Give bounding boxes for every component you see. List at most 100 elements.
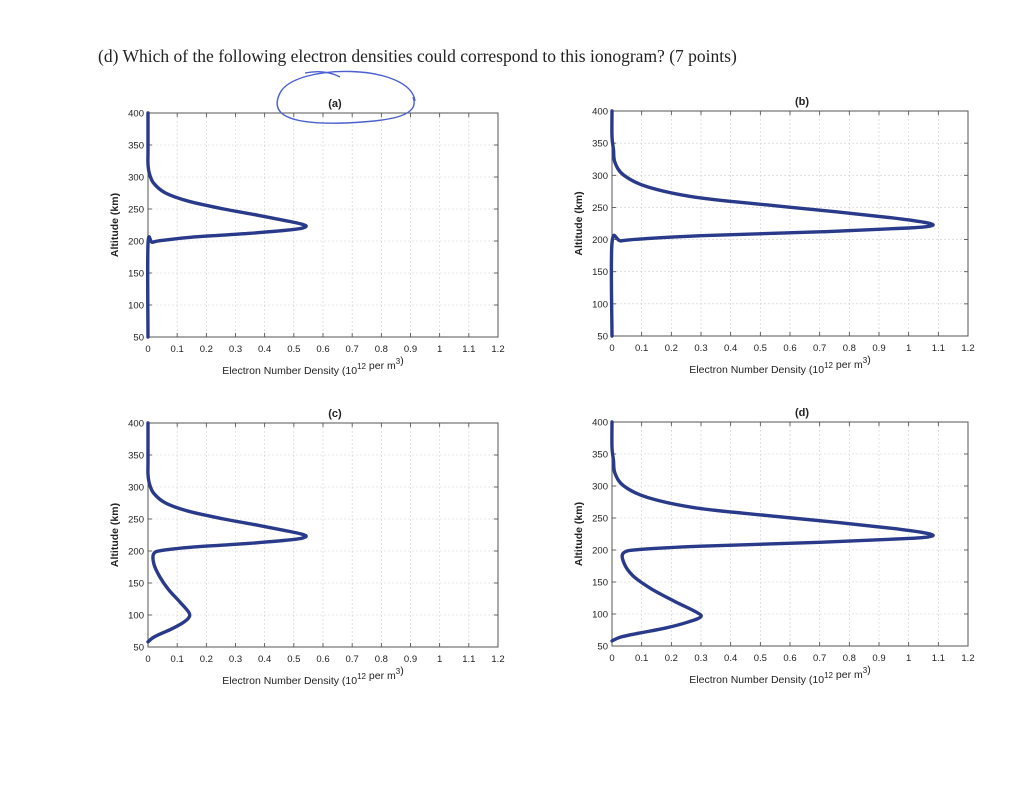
- y-tick-label: 100: [592, 299, 608, 310]
- x-tick-label: 0: [609, 343, 614, 354]
- plot-frame: [147, 112, 499, 338]
- x-tick-label: 0: [145, 344, 150, 355]
- x-tick-label: 0.1: [171, 654, 184, 665]
- x-tick-label: 0.1: [635, 653, 648, 664]
- x-tick-label: 0.6: [783, 343, 796, 354]
- y-tick-label: 100: [128, 611, 144, 622]
- chart-panel: 0 0.1 0.2 0.3 0.4 0.5 0.6 0.7 0.8 0.9 1 1.1 1.2 50 100…: [109, 70, 505, 377]
- y-tick-label: 250: [128, 205, 144, 216]
- x-tick-label: 0.6: [316, 654, 329, 665]
- x-axis-label: Electron Number Density (1012 per m3): [222, 355, 403, 377]
- plot-frame: [611, 421, 969, 647]
- y-tick-label: 250: [592, 203, 608, 214]
- y-tick-label: 400: [128, 109, 144, 120]
- x-tick-label: 1.1: [462, 344, 475, 355]
- x-tick-label: 1.1: [462, 654, 475, 665]
- handwritten-stroke: [304, 70, 341, 78]
- chart-title: (d): [795, 407, 809, 419]
- y-tick-label: 100: [128, 301, 144, 312]
- chart-title: (a): [328, 98, 342, 110]
- x-tick-label: 1: [906, 343, 911, 354]
- x-tick-label: 0.4: [724, 343, 737, 354]
- chart-title: (c): [328, 408, 342, 420]
- x-tick-label: 0.5: [754, 653, 767, 664]
- y-tick-label: 50: [597, 332, 608, 343]
- x-tick-label: 0.7: [813, 343, 826, 354]
- y-tick-label: 50: [133, 333, 144, 344]
- x-tick-label: 0.6: [316, 344, 329, 355]
- density-curve: [609, 109, 935, 338]
- y-tick-label: 200: [592, 235, 608, 246]
- y-tick-label: 400: [128, 419, 144, 430]
- plot-frame: [611, 110, 969, 337]
- y-tick-label: 250: [592, 514, 608, 525]
- x-tick-label: 1.1: [932, 343, 945, 354]
- x-tick-label: 0.1: [635, 343, 648, 354]
- x-tick-label: 0.7: [346, 344, 359, 355]
- y-axis-label: Altitude (km): [109, 193, 121, 257]
- y-tick-label: 350: [592, 450, 608, 461]
- y-tick-label: 400: [592, 107, 608, 118]
- x-tick-label: 0.2: [665, 343, 678, 354]
- chart-title: (b): [795, 96, 809, 108]
- x-tick-label: 1.2: [491, 654, 504, 665]
- x-tick-label: 0.3: [694, 653, 707, 664]
- y-tick-label: 100: [592, 610, 608, 621]
- x-tick-label: 0.3: [229, 344, 242, 355]
- y-tick-label: 200: [128, 547, 144, 558]
- plot-frame: [147, 422, 499, 648]
- y-tick-label: 50: [133, 643, 144, 654]
- x-tick-label: 0.7: [346, 654, 359, 665]
- x-tick-label: 0.5: [287, 344, 300, 355]
- y-axis-label: Altitude (km): [573, 502, 585, 566]
- x-tick-label: 0.2: [200, 654, 213, 665]
- x-tick-label: 0.8: [843, 343, 856, 354]
- y-tick-label: 300: [592, 482, 608, 493]
- x-tick-label: 0.2: [200, 344, 213, 355]
- x-tick-label: 0.3: [694, 343, 707, 354]
- x-tick-label: 0.4: [258, 344, 271, 355]
- y-tick-label: 350: [128, 451, 144, 462]
- y-tick-label: 350: [128, 141, 144, 152]
- y-tick-label: 150: [128, 579, 144, 590]
- x-tick-label: 0.4: [258, 654, 271, 665]
- x-tick-label: 1: [437, 344, 442, 355]
- x-tick-label: 0.9: [404, 344, 417, 355]
- x-tick-label: 1: [437, 654, 442, 665]
- chart-panel: 0 0.1 0.2 0.3 0.4 0.5 0.6 0.7 0.8 0.9 1 1.1 1.2 50 100…: [109, 408, 505, 687]
- x-tick-label: 0.7: [813, 653, 826, 664]
- x-tick-label: 1.2: [961, 343, 974, 354]
- y-tick-label: 300: [128, 483, 144, 494]
- x-tick-label: 0.9: [872, 343, 885, 354]
- x-tick-label: 0.2: [665, 653, 678, 664]
- density-curve: [610, 420, 935, 643]
- y-tick-label: 50: [597, 642, 608, 653]
- x-axis-label: Electron Number Density (1012 per m3): [689, 664, 870, 686]
- x-tick-label: 1: [906, 653, 911, 664]
- y-tick-label: 150: [592, 578, 608, 589]
- y-tick-label: 300: [128, 173, 144, 184]
- x-tick-label: 0.9: [872, 653, 885, 664]
- y-tick-label: 250: [128, 515, 144, 526]
- density-curve: [145, 111, 308, 339]
- y-axis-label: Altitude (km): [109, 503, 121, 567]
- chart-panel: 0 0.1 0.2 0.3 0.4 0.5 0.6 0.7 0.8 0.9 1 1.1 1.2 50 100…: [573, 96, 975, 376]
- x-tick-label: 0.6: [783, 653, 796, 664]
- x-tick-label: 0.9: [404, 654, 417, 665]
- chart-panel: 0 0.1 0.2 0.3 0.4 0.5 0.6 0.7 0.8 0.9 1 1.1 1.2 50 100…: [573, 407, 975, 686]
- y-tick-label: 200: [592, 546, 608, 557]
- x-tick-label: 0: [145, 654, 150, 665]
- x-tick-label: 0.8: [375, 344, 388, 355]
- x-tick-label: 0.1: [171, 344, 184, 355]
- y-tick-label: 350: [592, 139, 608, 150]
- y-tick-label: 300: [592, 171, 608, 182]
- y-tick-label: 400: [592, 418, 608, 429]
- x-tick-label: 1.2: [961, 653, 974, 664]
- x-tick-label: 1.1: [932, 653, 945, 664]
- x-axis-label: Electron Number Density (1012 per m3): [222, 665, 403, 687]
- x-tick-label: 0: [609, 653, 614, 664]
- x-axis-label: Electron Number Density (1012 per m3): [689, 354, 870, 376]
- x-tick-label: 0.5: [754, 343, 767, 354]
- x-tick-label: 1.2: [491, 344, 504, 355]
- question-text: (d) Which of the following electron dens…: [98, 46, 737, 66]
